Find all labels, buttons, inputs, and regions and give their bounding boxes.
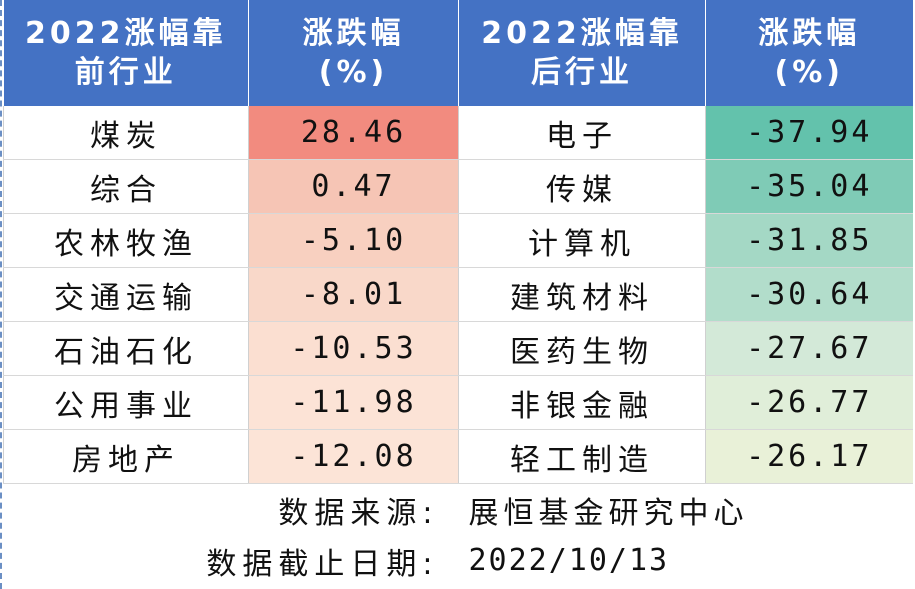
header-bottom-industry-line1: 2022涨幅靠 [481, 16, 683, 51]
footer-date-row: 数据截止日期: 2022/10/13 [3, 535, 913, 586]
table-row: 房地产 -12.08 轻工制造 -26.17 [3, 429, 913, 484]
header-bottom-change-line1: 涨跌幅 [758, 16, 861, 51]
bottom-industry-name: 非银金融 [458, 375, 706, 430]
top-industry-change: -12.08 [248, 429, 459, 484]
bottom-industry-name: 电子 [458, 106, 706, 160]
header-bottom-industry-line2: 后行业 [531, 55, 633, 90]
top-industry-change: -11.98 [248, 375, 459, 430]
top-industry-name: 综合 [3, 159, 249, 214]
bottom-industry-name: 计算机 [458, 213, 706, 268]
header-top-change: 涨跌幅 (%) [248, 0, 459, 106]
source-value: 展恒基金研究中心 [458, 483, 913, 535]
top-industry-change: -5.10 [248, 213, 459, 268]
table-row: 农林牧渔 -5.10 计算机 -31.85 [3, 213, 913, 268]
table-row: 公用事业 -11.98 非银金融 -26.77 [3, 375, 913, 430]
source-label: 数据来源: [3, 483, 459, 535]
top-industry-name: 交通运输 [3, 267, 249, 322]
footer-source-row: 数据来源: 展恒基金研究中心 [3, 483, 913, 535]
header-top-change-line1: 涨跌幅 [302, 16, 405, 51]
bottom-industry-name: 医药生物 [458, 321, 706, 376]
industry-performance-table: 2022涨幅靠 前行业 涨跌幅 (%) 2022涨幅靠 后行业 涨跌幅 (%) … [3, 0, 913, 586]
top-industry-change: -10.53 [248, 321, 459, 376]
bottom-industry-change: -31.85 [705, 213, 913, 268]
bottom-industry-change: -27.67 [705, 321, 913, 376]
top-industry-name: 煤炭 [3, 106, 249, 160]
header-top-industry-line1: 2022涨幅靠 [25, 16, 227, 51]
top-industry-name: 公用事业 [3, 375, 249, 430]
top-industry-name: 房地产 [3, 429, 249, 484]
header-top-change-line2: (%) [318, 55, 389, 90]
bottom-industry-name: 建筑材料 [458, 267, 706, 322]
date-value: 2022/10/13 [458, 535, 913, 586]
bottom-industry-change: -26.17 [705, 429, 913, 484]
top-industry-name: 农林牧渔 [3, 213, 249, 268]
top-industry-change: 0.47 [248, 159, 459, 214]
bottom-industry-change: -35.04 [705, 159, 913, 214]
header-top-industry-line2: 前行业 [74, 55, 177, 90]
header-row: 2022涨幅靠 前行业 涨跌幅 (%) 2022涨幅靠 后行业 涨跌幅 (%) [3, 0, 913, 106]
top-industry-change: -8.01 [248, 267, 459, 322]
header-bottom-change-line2: (%) [774, 55, 844, 90]
header-top-industry: 2022涨幅靠 前行业 [3, 0, 249, 106]
header-bottom-industry: 2022涨幅靠 后行业 [458, 0, 706, 106]
bottom-industry-change: -37.94 [705, 106, 913, 160]
table-row: 煤炭 28.46 电子 -37.94 [3, 106, 913, 160]
top-industry-name: 石油石化 [3, 321, 249, 376]
bottom-industry-name: 轻工制造 [458, 429, 706, 484]
table-row: 交通运输 -8.01 建筑材料 -30.64 [3, 267, 913, 322]
date-label: 数据截止日期: [3, 535, 459, 586]
bottom-industry-name: 传媒 [458, 159, 706, 214]
bottom-industry-change: -26.77 [705, 375, 913, 430]
table-row: 石油石化 -10.53 医药生物 -27.67 [3, 321, 913, 376]
header-bottom-change: 涨跌幅 (%) [705, 0, 913, 106]
top-industry-change: 28.46 [248, 106, 459, 160]
table-row: 综合 0.47 传媒 -35.04 [3, 159, 913, 214]
bottom-industry-change: -30.64 [705, 267, 913, 322]
